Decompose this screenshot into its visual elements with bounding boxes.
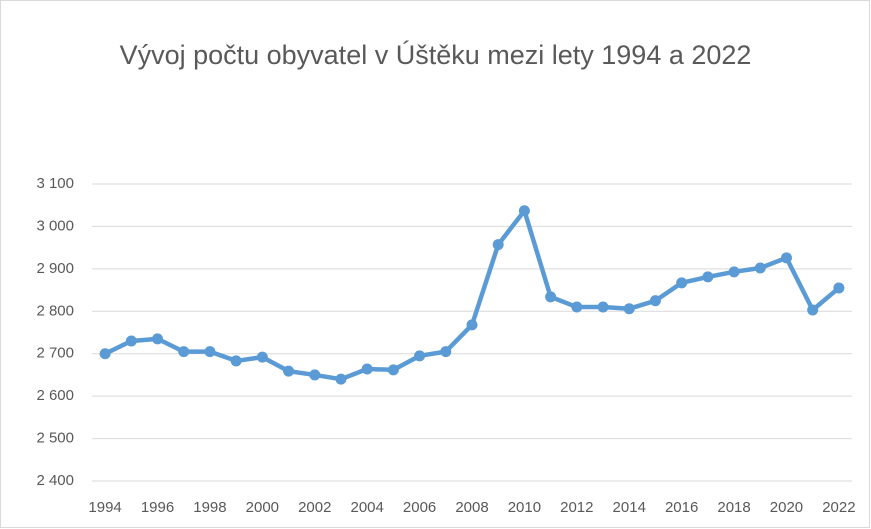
marker	[387, 364, 399, 376]
marker	[335, 373, 347, 385]
marker	[676, 277, 688, 289]
marker	[754, 262, 766, 274]
x-tick-label: 2018	[717, 499, 750, 516]
y-tick-label: 2 500	[36, 430, 74, 447]
marker	[361, 363, 373, 375]
y-tick-label: 2 700	[36, 345, 74, 362]
x-tick-label: 2008	[455, 499, 488, 516]
y-tick-label: 2 400	[36, 472, 74, 489]
chart-title: Vývoj počtu obyvatel v Úštěku mezi lety …	[119, 40, 752, 70]
marker	[649, 295, 661, 307]
x-tick-label: 1996	[141, 499, 174, 516]
y-tick-label: 2 600	[36, 387, 74, 404]
x-tick-label: 2010	[508, 499, 541, 516]
marker	[204, 346, 216, 358]
marker	[230, 355, 242, 367]
y-tick-label: 2 800	[36, 302, 74, 319]
x-tick-label: 2020	[770, 499, 803, 516]
y-tick-label: 3 000	[36, 217, 74, 234]
marker	[309, 369, 321, 381]
marker	[623, 303, 635, 315]
x-tick-label: 1998	[193, 499, 226, 516]
marker	[125, 335, 137, 347]
y-tick-label: 3 100	[36, 175, 74, 192]
marker	[440, 346, 452, 358]
x-tick-label: 2000	[246, 499, 279, 516]
marker	[466, 319, 478, 331]
x-tick-label: 2012	[560, 499, 593, 516]
x-tick-label: 2022	[822, 499, 855, 516]
marker	[414, 350, 426, 362]
x-tick-label: 1994	[88, 499, 121, 516]
marker	[702, 271, 714, 283]
y-tick-label: 2 900	[36, 260, 74, 277]
marker	[833, 282, 845, 294]
marker	[597, 301, 609, 313]
marker	[728, 266, 740, 278]
marker	[178, 346, 190, 358]
x-tick-label: 2014	[613, 499, 646, 516]
marker	[152, 333, 164, 345]
x-tick-label: 2006	[403, 499, 436, 516]
x-tick-label: 2016	[665, 499, 698, 516]
x-tick-label: 2002	[298, 499, 331, 516]
marker	[518, 205, 530, 217]
x-tick-label: 2004	[350, 499, 383, 516]
marker	[256, 351, 268, 363]
marker	[780, 252, 792, 264]
marker	[807, 304, 819, 316]
marker	[283, 365, 295, 377]
marker	[99, 348, 111, 360]
marker	[492, 239, 504, 251]
marker	[571, 301, 583, 313]
marker	[545, 291, 557, 303]
